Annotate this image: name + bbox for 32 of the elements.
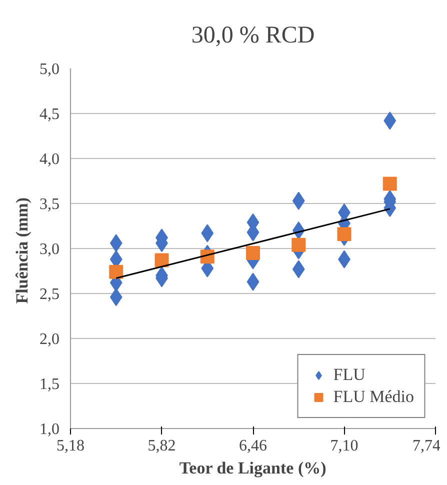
legend-label: FLU bbox=[333, 365, 366, 385]
x-tick-label: 7,74 bbox=[412, 438, 440, 454]
point bbox=[109, 264, 124, 279]
point bbox=[292, 260, 305, 278]
y-tick-label: 5,0 bbox=[40, 61, 60, 78]
point bbox=[110, 288, 122, 306]
point bbox=[292, 238, 306, 252]
y-tick-label: 1,5 bbox=[40, 376, 60, 393]
y-tick-label: 1,0 bbox=[40, 421, 60, 438]
x-tick-label: 5,18 bbox=[56, 438, 84, 454]
point bbox=[292, 192, 305, 210]
x-tick-label: 5,82 bbox=[148, 438, 176, 454]
y-tick-label: 4,0 bbox=[40, 151, 60, 168]
point bbox=[110, 234, 122, 252]
y-axis-title: Fluência (mm) bbox=[12, 198, 32, 304]
x-tick-label: 6,46 bbox=[239, 438, 267, 454]
x-axis-title: Teor de Ligante (%) bbox=[179, 458, 326, 478]
point bbox=[154, 253, 169, 268]
y-tick-label: 3,5 bbox=[40, 196, 60, 213]
point bbox=[337, 227, 352, 242]
point bbox=[246, 246, 260, 260]
point bbox=[382, 176, 397, 191]
y-tick-label: 4,5 bbox=[40, 106, 60, 123]
y-tick-label: 3,0 bbox=[40, 241, 60, 258]
point bbox=[201, 224, 214, 242]
x-tick-label: 7,10 bbox=[330, 438, 358, 454]
point bbox=[384, 112, 396, 130]
y-tick-label: 2,5 bbox=[40, 286, 60, 303]
legend-label: FLU Médio bbox=[333, 387, 414, 407]
point bbox=[246, 272, 260, 291]
chart-title: 30,0 % RCD bbox=[191, 22, 315, 48]
y-tick-label: 2,0 bbox=[40, 331, 60, 348]
